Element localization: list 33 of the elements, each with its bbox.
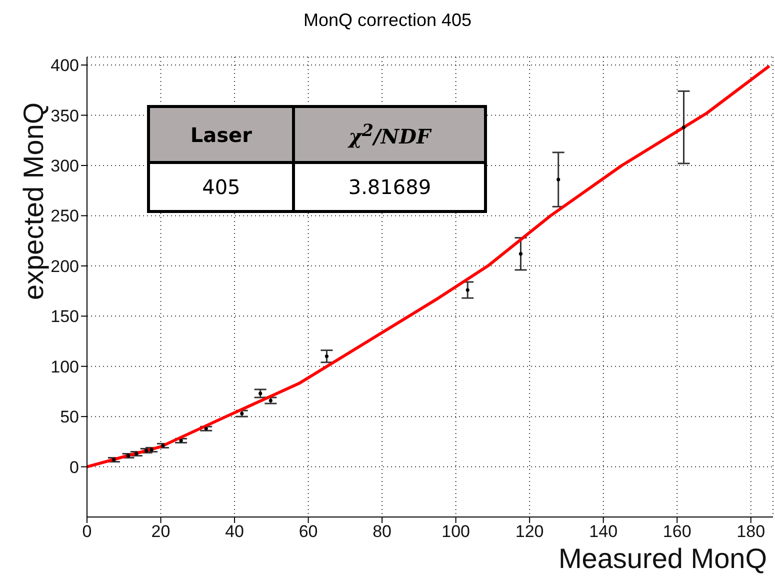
point — [682, 126, 686, 130]
chart-title: MonQ correction 405 — [302, 10, 473, 31]
point — [518, 252, 523, 256]
annotation: 3.81689 — [294, 162, 486, 212]
y-tick-label: 300 — [50, 156, 79, 176]
x-tick-label: 0 — [82, 522, 92, 542]
x-tick-label: 40 — [225, 522, 244, 542]
annotation: Laser — [148, 106, 294, 163]
x-tick-label: 180 — [736, 522, 766, 542]
y-tick-label: 50 — [60, 408, 79, 427]
y-tick-label: 250 — [50, 206, 79, 226]
y-tick-label: 0 — [70, 458, 79, 477]
y-tick-label: 150 — [50, 307, 79, 326]
y-tick-label: 400 — [50, 56, 79, 76]
x-tick-label: 20 — [151, 522, 170, 542]
y-tick-label: 350 — [50, 106, 79, 126]
y-axis-title: expected MonQ — [18, 102, 50, 300]
line-series — [87, 64, 771, 468]
point — [258, 392, 262, 396]
x-tick-label: 100 — [442, 522, 470, 542]
y-tick-label: 200 — [50, 256, 79, 276]
annotation: χ$^{2}$/NDF — [294, 106, 486, 163]
point — [556, 178, 560, 182]
y-tick-label: 100 — [50, 357, 79, 376]
x-tick-label: 60 — [298, 522, 318, 542]
point — [324, 354, 329, 358]
x-tick-label: 140 — [589, 522, 618, 542]
x-tick-label: 160 — [662, 522, 692, 542]
point — [466, 288, 470, 292]
x-tick-label: 120 — [515, 522, 544, 542]
annotation: 405 — [148, 162, 294, 212]
x-tick-label: 80 — [372, 522, 392, 542]
x-axis-title: Measured MonQ — [558, 543, 767, 575]
